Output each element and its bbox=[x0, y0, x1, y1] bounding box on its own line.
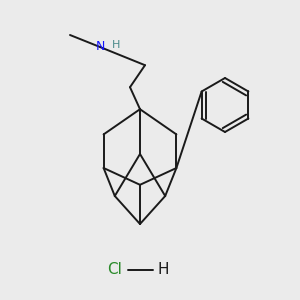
Text: N: N bbox=[95, 40, 105, 53]
Text: H: H bbox=[112, 40, 120, 50]
Text: Cl: Cl bbox=[108, 262, 122, 278]
Text: H: H bbox=[157, 262, 169, 278]
